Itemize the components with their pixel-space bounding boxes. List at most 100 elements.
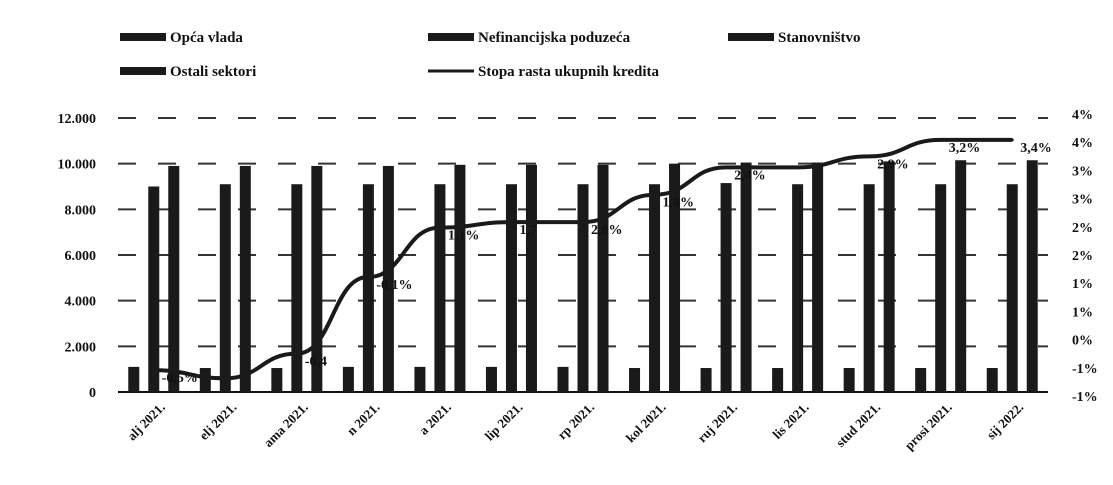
bar-stanovni-tvo-0: [168, 165, 180, 392]
bar-stanovni-tvo-2: [311, 165, 323, 392]
bar-nefinancijska-poduze-a-10: [863, 184, 875, 392]
bar-op-a-vlada-8: [700, 368, 712, 392]
y-left-tick-label: 12.000: [58, 112, 97, 127]
y-right-tick-label: -1%: [1072, 390, 1098, 405]
legend-swatch-nefinancijska-poduze-a: [428, 33, 474, 41]
growth-label-0: -0,5%: [162, 371, 198, 386]
bar-stanovni-tvo-1: [239, 165, 251, 392]
growth-point-11: [939, 138, 943, 142]
y-left-tick-label: 6.000: [65, 249, 97, 264]
y-right-tick-label: 2%: [1072, 221, 1093, 236]
bar-nefinancijska-poduze-a-7: [649, 184, 661, 392]
growth-label-6: 2,0%: [591, 223, 623, 238]
growth-label-8: 2,4%: [734, 168, 766, 183]
bar-op-a-vlada-2: [271, 368, 283, 392]
bar-stanovni-tvo-12: [1026, 160, 1038, 392]
x-tick-label-10: stud 2021.: [833, 400, 883, 450]
legend-swatch-op-a-vlada: [120, 33, 166, 41]
growth-label-10: 2,9%: [877, 157, 909, 172]
bar-nefinancijska-poduze-a-1: [219, 184, 231, 392]
y-right-tick-label: 3%: [1072, 164, 1093, 179]
x-tick-label-9: lis 2021.: [769, 400, 811, 442]
y-right-tick-label: 2%: [1072, 249, 1093, 264]
bar-stanovni-tvo-4: [454, 164, 466, 392]
legend-label-nefinancijska-poduze-a: Nefinancijska poduzeća: [478, 30, 631, 46]
x-axis: alj 2021. elj 2021. ama 2021. n 2021. a 2021…: [124, 400, 1026, 453]
x-tick-label-6: rp 2021.: [554, 400, 597, 443]
bar-op-a-vlada-12: [986, 368, 998, 392]
growth-point-3: [366, 275, 370, 279]
bar-nefinancijska-poduze-a-12: [1006, 184, 1018, 392]
growth-point-12: [1010, 138, 1014, 142]
x-tick-label-0: alj 2021.: [124, 400, 168, 444]
x-tick-label-3: n 2021.: [344, 400, 383, 439]
bar-stanovni-tvo-3: [382, 165, 394, 392]
y-right-tick-label: 1%: [1072, 277, 1093, 292]
bar-op-a-vlada-1: [199, 368, 211, 392]
legend-label-op-a-vlada: Opća vlada: [170, 30, 243, 46]
bar-op-a-vlada-9: [772, 368, 784, 392]
x-tick-label-1: elj 2021.: [196, 400, 239, 443]
y-axis-right: -1% -1% 0% 1% 1% 2% 2% 3% 3% 4% 4%: [1072, 108, 1098, 405]
bar-op-a-vlada-10: [843, 368, 855, 392]
legend-label-stanovni-tvo: Stanovništvo: [778, 30, 861, 46]
y-axis-left: 0 2.000 4.000 6.000 8.000 10.000 12.000: [58, 112, 97, 401]
growth-point-8: [724, 165, 728, 169]
x-tick-label-2: ama 2021.: [261, 400, 311, 450]
y-left-tick-label: 8.000: [65, 203, 97, 218]
bar-nefinancijska-poduze-a-0: [148, 186, 160, 392]
bar-stanovni-tvo-6: [597, 164, 609, 392]
legend-swatch-ostali-sektori: [120, 67, 166, 75]
growth-point-6: [581, 220, 585, 224]
legend-label-ostali-sektori: Ostali sektori: [170, 64, 256, 80]
bar-nefinancijska-poduze-a-4: [434, 184, 446, 392]
bar-stanovni-tvo-8: [740, 162, 752, 392]
growth-point-9: [796, 165, 800, 169]
legend-swatch-stanovni-tvo: [728, 33, 774, 41]
bar-op-a-vlada-4: [414, 366, 426, 392]
bar-op-a-vlada-0: [128, 366, 140, 392]
growth-line-layer: [152, 137, 1014, 381]
y-left-tick-label: 4.000: [65, 295, 97, 310]
growth-point-7: [653, 193, 657, 197]
bar-nefinancijska-poduze-a-3: [362, 184, 374, 392]
bar-stanovni-tvo-11: [955, 160, 967, 392]
growth-point-5: [509, 220, 513, 224]
y-left-tick-label: 0: [89, 386, 96, 401]
y-right-tick-label: 0%: [1072, 334, 1093, 349]
bar-nefinancijska-poduze-a-11: [935, 184, 947, 392]
growth-point-2: [295, 352, 299, 356]
bar-op-a-vlada-6: [557, 366, 569, 392]
bar-stanovni-tvo-7: [669, 163, 681, 392]
bar-nefinancijska-poduze-a-2: [291, 184, 303, 392]
bar-stanovni-tvo-5: [525, 164, 537, 392]
growth-point-4: [438, 226, 442, 230]
x-tick-label-4: a 2021.: [416, 400, 454, 438]
growth-label-11: 3,2%: [949, 141, 981, 156]
y-left-tick-label: 10.000: [58, 158, 97, 173]
bar-nefinancijska-poduze-a-6: [577, 184, 589, 392]
growth-point-10: [867, 154, 871, 158]
x-tick-label-5: lip 2021.: [482, 400, 526, 444]
y-right-tick-label: 1%: [1072, 305, 1093, 320]
bar-op-a-vlada-3: [342, 366, 354, 392]
legend: Opća vlada Nefinancijska poduzeća Stanovni…: [120, 30, 861, 80]
bar-stanovni-tvo-10: [883, 161, 895, 392]
growth-label-7: 1,8%: [663, 196, 695, 211]
growth-point-1: [223, 376, 227, 380]
bar-nefinancijska-poduze-a-5: [505, 184, 517, 392]
growth-label-3: -0,1%: [376, 278, 412, 293]
bar-op-a-vlada-11: [915, 368, 927, 392]
x-tick-label-8: ruj 2021.: [694, 400, 740, 446]
legend-label-stopa-rasta-ukupnih-kredita: Stopa rasta ukupnih kredita: [478, 64, 660, 80]
y-right-tick-label: -1%: [1072, 362, 1098, 377]
growth-label-4: 1,1%: [448, 229, 480, 244]
bar-op-a-vlada-5: [485, 366, 497, 392]
growth-label-2: -0,4: [305, 355, 327, 370]
y-right-tick-label: 4%: [1072, 108, 1093, 123]
y-right-tick-label: 3%: [1072, 193, 1093, 208]
data-labels: -0,5% -0,4 -0,1% 1,1% 1,7 2,0% 1,8% 2,4% 2,9% 3,2…: [162, 141, 1052, 386]
x-tick-label-7: kol 2021.: [623, 400, 669, 446]
